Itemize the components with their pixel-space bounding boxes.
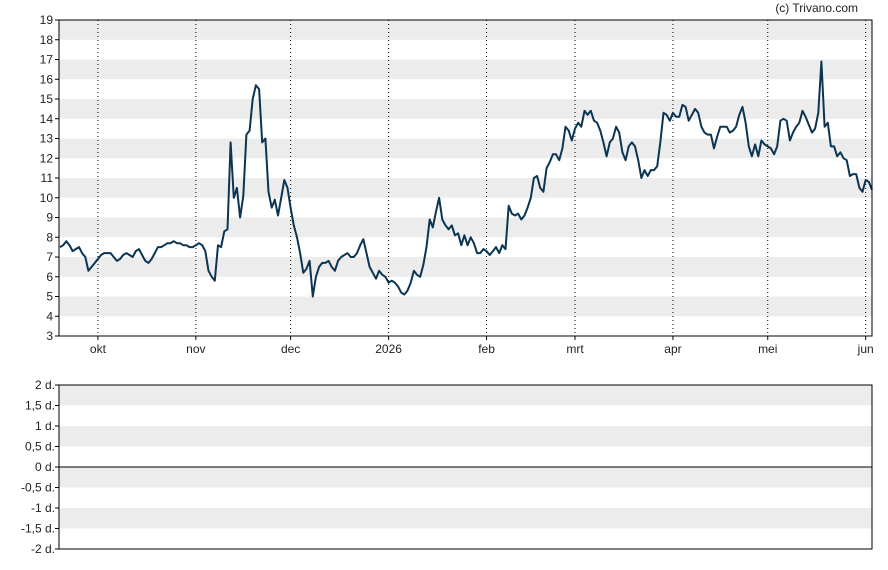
y-tick-label: 15	[40, 92, 54, 106]
x-tick-label: mei	[758, 342, 777, 356]
grid-band	[59, 20, 872, 40]
grid-band	[59, 138, 872, 159]
grid-band	[59, 385, 872, 406]
y-tick-label: 1 d.	[35, 419, 55, 433]
y-tick-label: 17	[40, 53, 54, 67]
y-tick-label: 13	[40, 132, 54, 146]
grid-band	[59, 426, 872, 447]
y-tick-label: 11	[41, 171, 54, 185]
y-tick-label: 3	[46, 329, 53, 343]
y-tick-label: 0,5 d.	[25, 440, 55, 454]
y-tick-label: 5	[46, 290, 53, 304]
grid-band	[59, 467, 872, 488]
y-tick-label: 1,5 d.	[25, 399, 55, 413]
y-tick-label: 9	[46, 211, 53, 225]
x-tick-label: 2026	[375, 342, 402, 356]
y-tick-label: 2 d.	[35, 378, 55, 392]
y-tick-label: -2 d.	[31, 542, 55, 556]
x-tick-label: nov	[186, 342, 205, 356]
y-tick-label: 19	[40, 13, 54, 27]
plot-frame-bottom	[58, 384, 873, 550]
x-tick-label: dec	[281, 342, 300, 356]
y-tick-label: 7	[46, 250, 53, 264]
y-tick-label: 12	[40, 151, 54, 165]
x-tick-label: jun	[857, 342, 874, 356]
x-tick-label: apr	[664, 342, 681, 356]
y-tick-label: 18	[40, 33, 54, 47]
price-series-line	[59, 60, 873, 298]
y-tick-label: 8	[46, 230, 53, 244]
y-tick-label: 0 d.	[35, 460, 55, 474]
grid-band	[59, 59, 872, 80]
y-tick-label: 14	[40, 112, 54, 126]
y-tick-label: 16	[40, 72, 54, 86]
y-tick-label: -1 d.	[31, 501, 55, 515]
plot-frame-top	[58, 19, 873, 337]
grid-band	[59, 217, 872, 238]
grid-band	[59, 99, 872, 119]
y-tick-label: 10	[40, 191, 54, 205]
copyright-label: (c) Trivano.com	[775, 1, 858, 15]
y-tick-label: -1,5 d.	[21, 522, 55, 536]
x-tick-label: feb	[478, 342, 495, 356]
grid-band	[59, 257, 872, 277]
grid-band	[59, 296, 872, 317]
y-tick-label: -0,5 d.	[21, 481, 55, 495]
y-tick-label: 6	[46, 270, 53, 284]
grid-band	[59, 178, 872, 198]
grid-band	[59, 508, 872, 529]
x-tick-label: mrt	[566, 342, 584, 356]
x-tick-label: okt	[90, 342, 107, 356]
y-tick-label: 4	[46, 309, 53, 323]
